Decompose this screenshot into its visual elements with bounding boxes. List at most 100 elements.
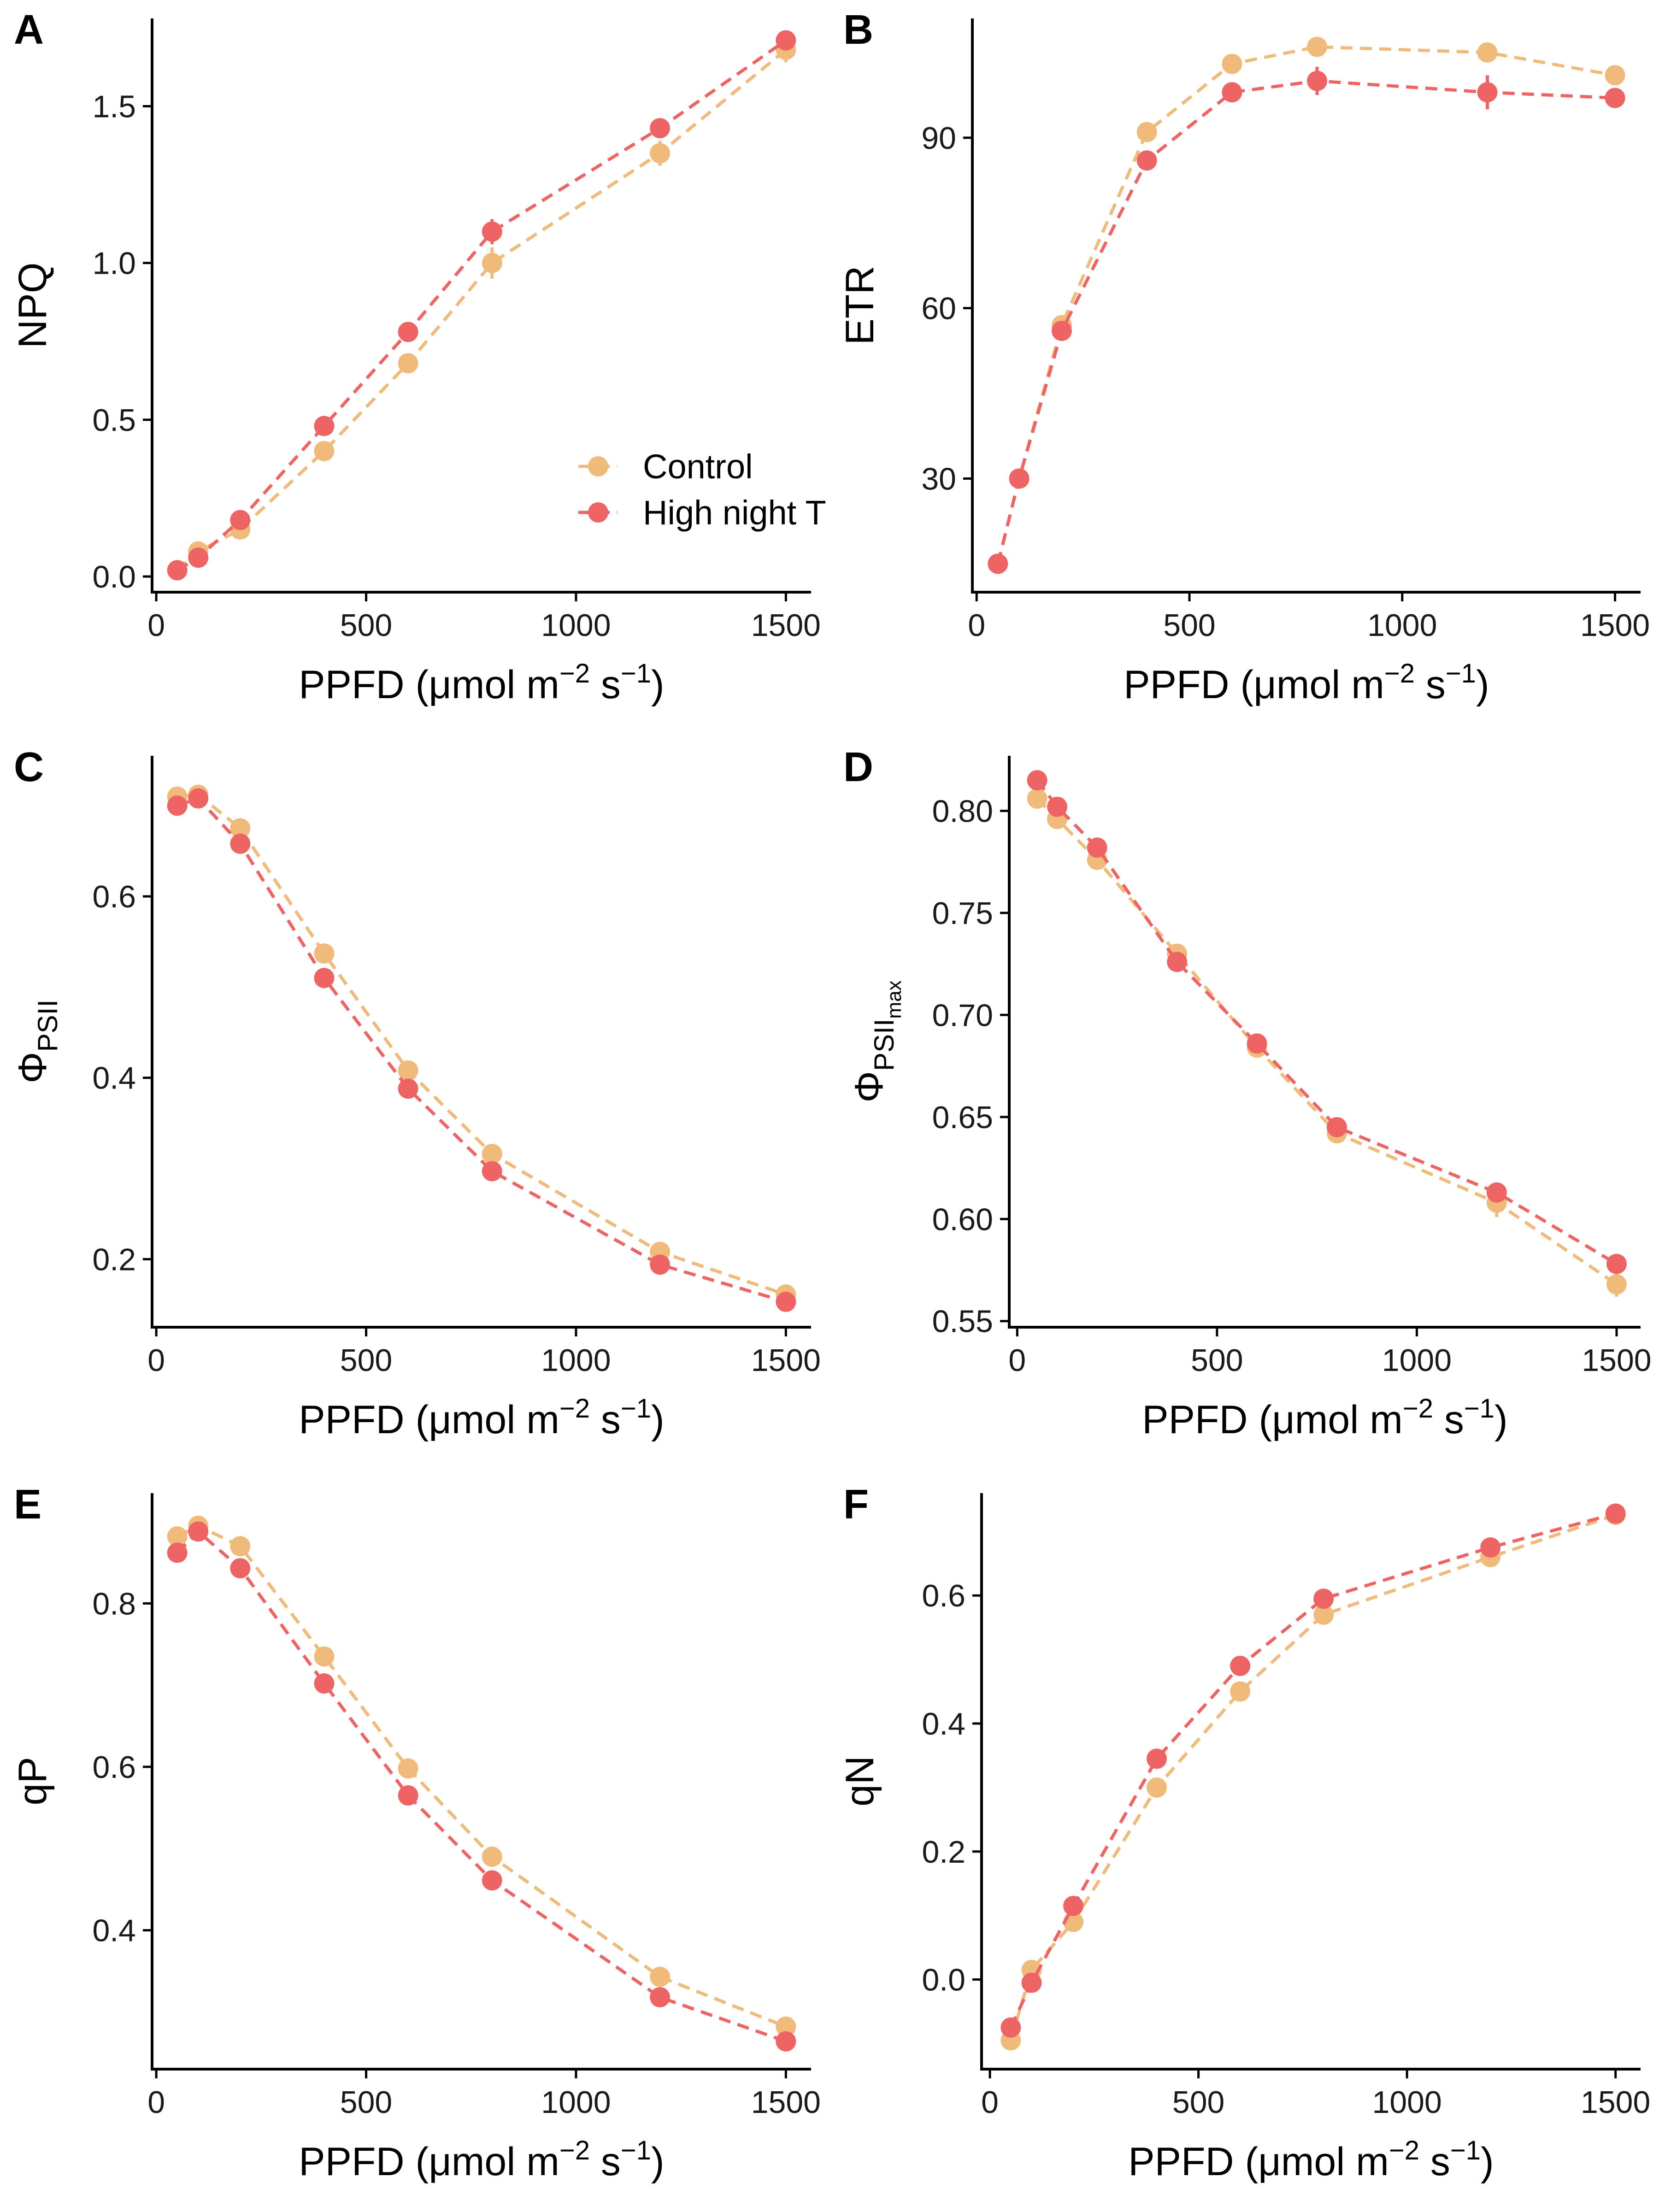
x-tick-label: 0	[147, 2085, 165, 2120]
legend-label: High night T	[643, 494, 826, 532]
data-point	[1247, 1033, 1267, 1054]
y-axis-title-main: Φ	[11, 1052, 55, 1083]
data-point	[482, 221, 502, 242]
data-point	[167, 1526, 188, 1547]
series-high-night-t	[1000, 1503, 1626, 2038]
data-point	[650, 1254, 671, 1275]
x-axis-title-part: s	[1415, 663, 1446, 707]
x-axis-title-part: −1	[1464, 1394, 1494, 1424]
data-point	[398, 1785, 418, 1806]
y-tick-label: 0.60	[932, 1202, 993, 1237]
series-line	[1036, 797, 1618, 1286]
y-axis-title: NPQ	[11, 262, 55, 348]
x-tick-label: 1500	[751, 1343, 821, 1378]
series-line	[1009, 1513, 1616, 2041]
x-tick-label: 1000	[541, 608, 611, 643]
series-line	[996, 79, 1615, 565]
y-axis-title: ΦPSII	[11, 1000, 63, 1083]
x-axis-title-part: −1	[621, 1394, 651, 1424]
data-point	[314, 943, 335, 964]
x-axis-title-part: s	[1433, 1398, 1464, 1442]
panel-f: F 0 500 1000 1500 0.0 0.2 0.4 0.6 PPFD (μmol m−2 …	[838, 1482, 1650, 2184]
data-point	[398, 353, 418, 374]
x-axis-title-part: )	[651, 2140, 665, 2184]
x-axis-title-part: )	[1476, 663, 1489, 707]
x-tick-label: 0	[147, 1343, 165, 1378]
panel-b: B 0 500 1000 1500 30 60 90 PPFD (μmol m−2 s−1) ET…	[838, 7, 1650, 707]
x-tick-label: 1000	[1372, 2085, 1442, 2120]
x-tick-label: 1000	[541, 1343, 611, 1378]
data-point	[650, 1987, 671, 2007]
panel-letter: D	[843, 744, 873, 790]
data-point	[1477, 42, 1498, 63]
y-tick-label: 0.65	[932, 1100, 993, 1135]
y-tick-label: 60	[921, 291, 956, 326]
x-tick-label: 500	[340, 608, 392, 643]
x-axis-title-part: −1	[1446, 659, 1476, 688]
series-line	[176, 796, 787, 1304]
x-tick-label: 1000	[1367, 608, 1437, 643]
x-tick-label: 0	[981, 2085, 999, 2120]
x-axis-title-part: PPFD (μmol m	[1142, 1398, 1403, 1442]
data-point	[482, 1161, 502, 1182]
y-tick-label: 0.4	[92, 1913, 136, 1948]
data-point	[482, 253, 502, 273]
x-axis-title: PPFD (μmol m−2 s−1)	[1142, 1394, 1507, 1442]
legend-marker	[588, 456, 608, 477]
x-axis-title-part: s	[590, 2140, 621, 2184]
data-point	[1147, 1748, 1167, 1769]
data-point	[1313, 1588, 1334, 1609]
x-axis-title-part: )	[651, 1398, 665, 1442]
data-point	[398, 322, 418, 342]
x-axis-title-part: s	[590, 1398, 621, 1442]
x-tick-label: 500	[1172, 2085, 1224, 2120]
data-point	[1147, 1777, 1167, 1798]
y-tick-label: 0.6	[92, 1750, 136, 1785]
y-tick-label: 0.6	[922, 1578, 965, 1613]
data-point	[1605, 65, 1625, 86]
data-point	[398, 1078, 418, 1099]
data-point	[167, 1542, 188, 1563]
y-axis-title-subsub: max	[883, 980, 906, 1018]
data-point	[1477, 82, 1498, 103]
x-axis-title-part: PPFD (μmol m	[299, 1398, 559, 1442]
y-axis-title: qP	[11, 1757, 55, 1805]
x-axis-title-part: PPFD (μmol m	[299, 2140, 559, 2184]
data-point	[650, 118, 671, 139]
x-tick-label: 1500	[1581, 2085, 1650, 2120]
data-point	[230, 833, 251, 854]
series-high-night-t	[1027, 770, 1627, 1274]
x-tick-label: 500	[340, 1343, 392, 1378]
y-tick-label: 90	[921, 121, 956, 156]
data-point	[482, 1144, 502, 1165]
data-point	[650, 1966, 671, 1987]
y-tick-label: 30	[921, 461, 956, 496]
data-point	[776, 1291, 796, 1312]
y-axis-title: ΦPSIImax	[847, 980, 906, 1102]
panel-c: C 0 500 1000 1500 0.2 0.4 0.6 PPFD (μmol m−2 s−1…	[11, 744, 821, 1442]
data-point	[650, 143, 671, 164]
data-point	[1307, 36, 1328, 57]
y-tick-label: 0.0	[922, 1963, 965, 1998]
data-point	[1009, 468, 1030, 489]
series-line	[996, 45, 1616, 565]
y-axis-title-main: qP	[11, 1757, 55, 1805]
data-point	[1307, 71, 1328, 91]
x-axis-title-part: −2	[1384, 659, 1415, 688]
x-axis-title-part: )	[1481, 2140, 1494, 2184]
x-axis-title-part: )	[1494, 1398, 1508, 1442]
y-tick-label: 0.2	[922, 1835, 965, 1870]
data-point	[230, 510, 251, 530]
x-tick-label: 500	[1163, 608, 1215, 643]
data-point	[482, 1870, 502, 1891]
data-point	[1027, 788, 1047, 809]
series-line	[176, 48, 787, 571]
data-point	[314, 1673, 335, 1694]
x-axis-title-part: −1	[1450, 2136, 1481, 2165]
x-axis-title-part: −1	[621, 2136, 651, 2165]
y-axis-title-main: NPQ	[11, 262, 55, 348]
x-axis-title-part: −2	[559, 1394, 590, 1424]
y-tick-label: 0.2	[92, 1242, 136, 1277]
x-tick-label: 500	[340, 2085, 392, 2120]
